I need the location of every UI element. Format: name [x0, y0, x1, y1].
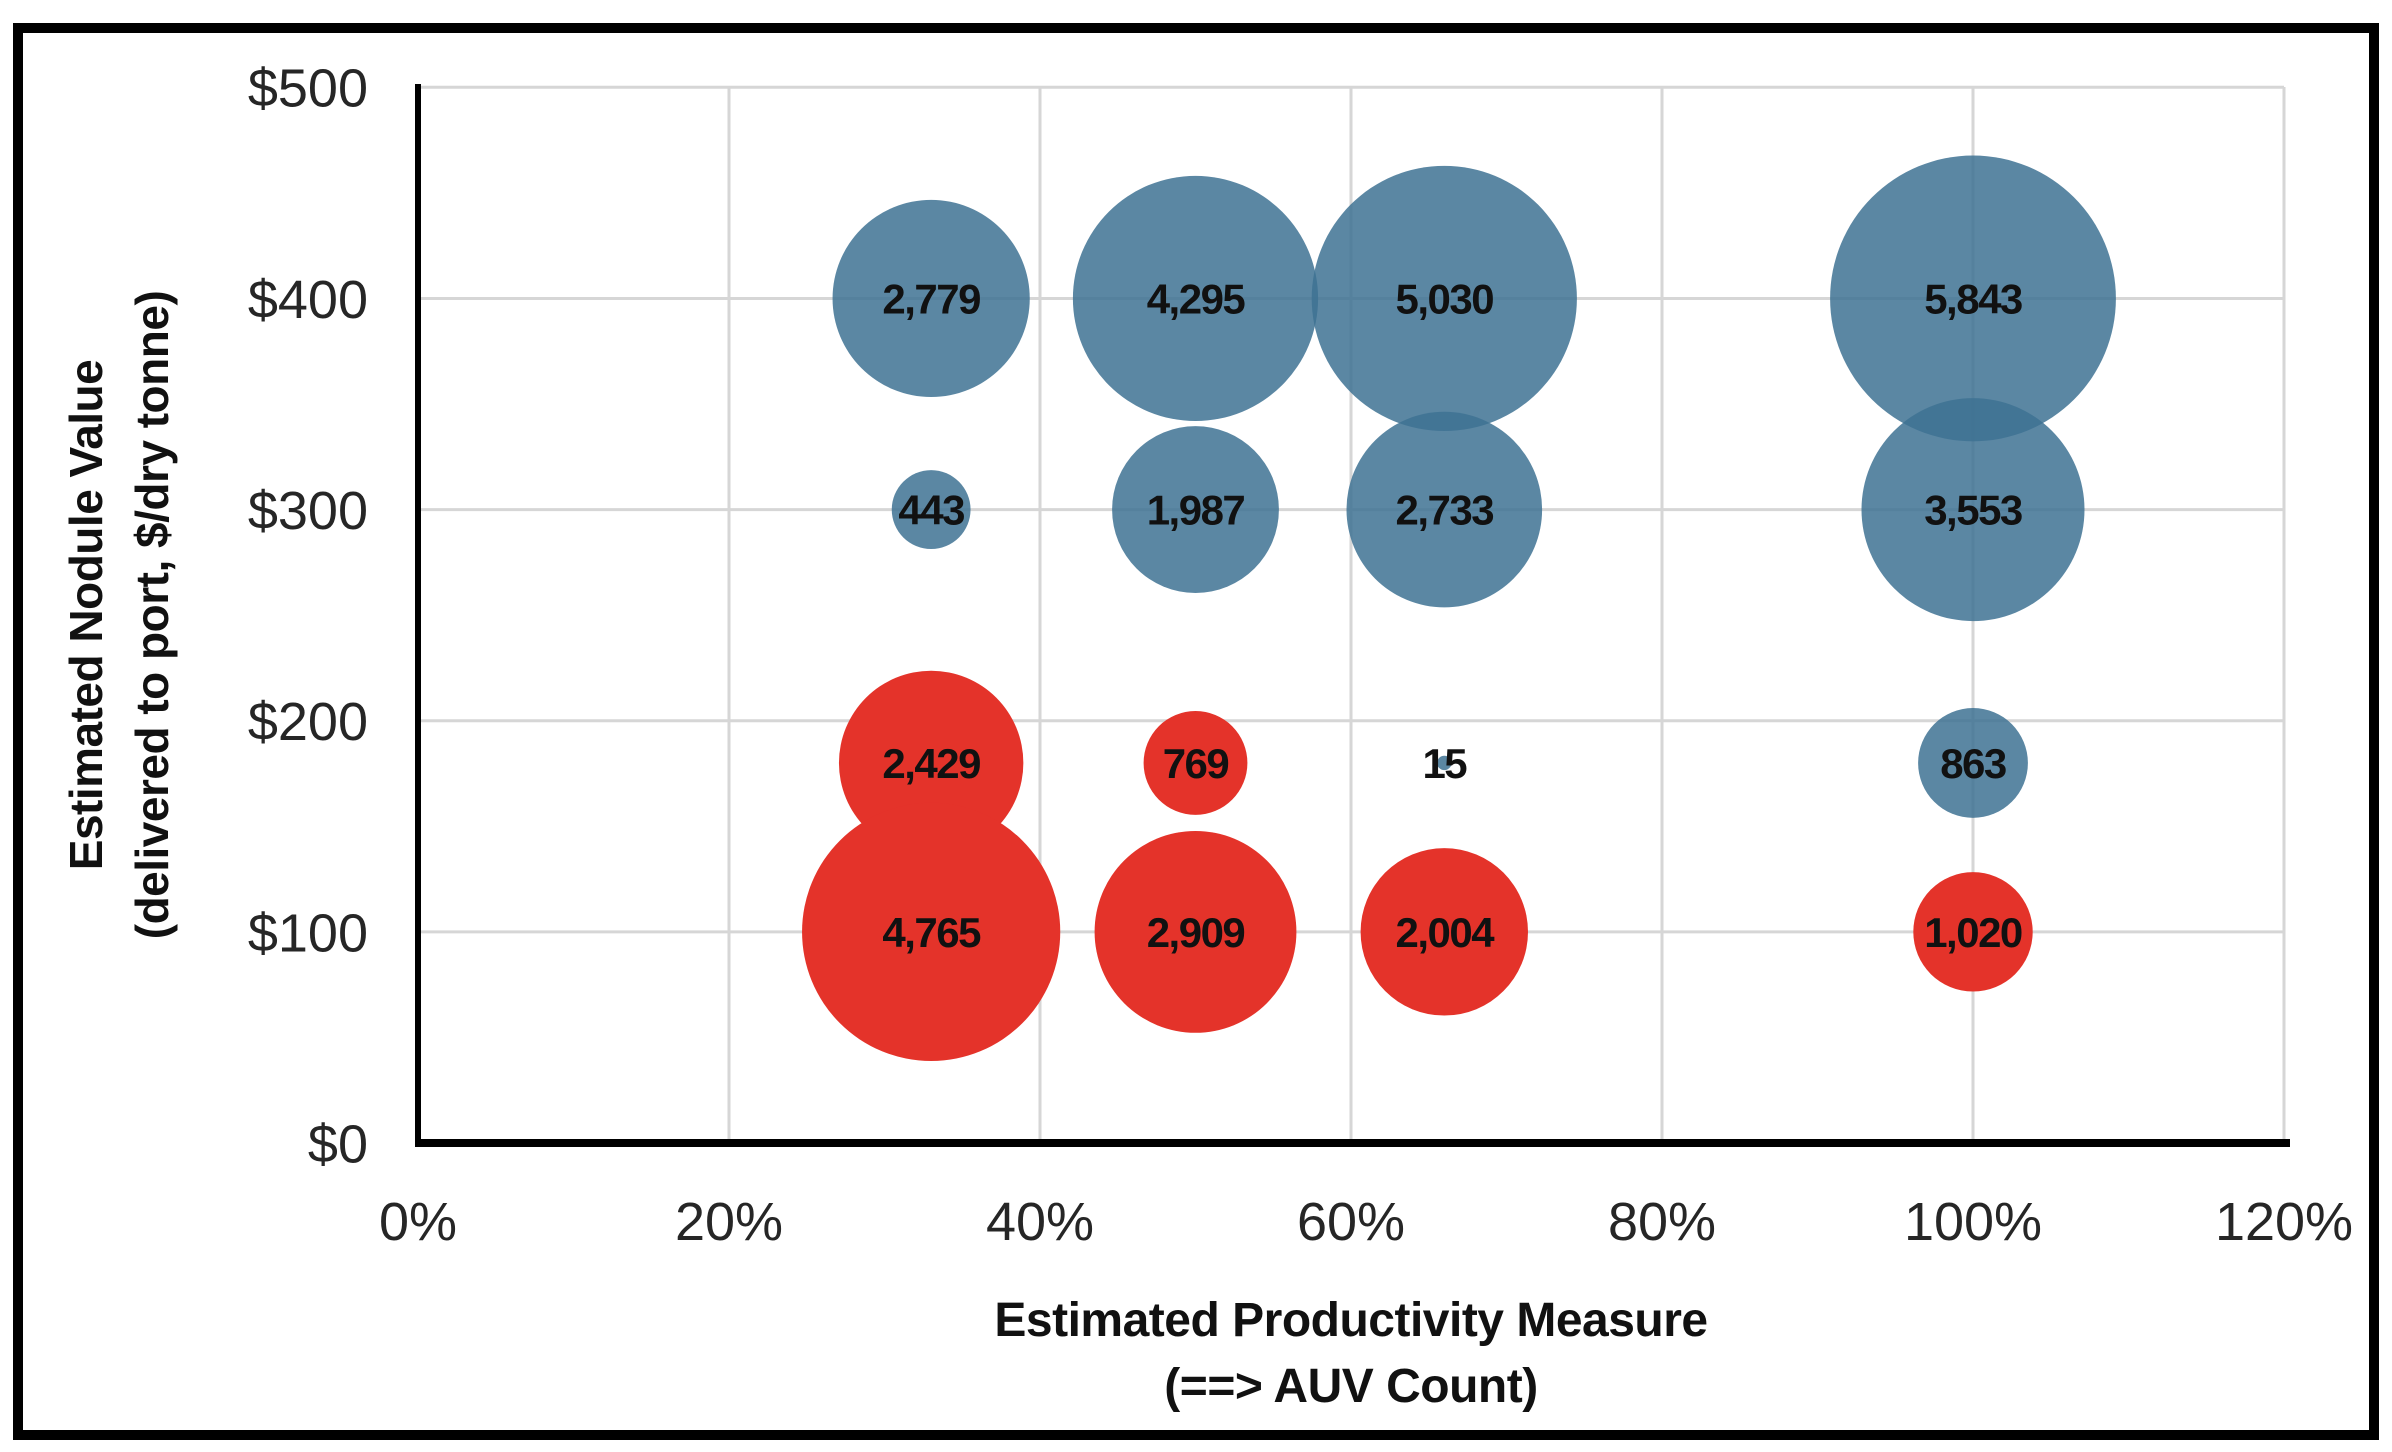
bubble-769	[1143, 711, 1248, 815]
bubble-1,020	[1913, 872, 2033, 992]
y-tick-$100: $100	[248, 903, 368, 963]
y-axis-tick-labels: $0 $100 $200 $300 $400 $500	[248, 59, 368, 1175]
y-axis-title-line2: (delivered to port, $/dry tonne)	[126, 291, 178, 940]
bubble-label-5,030: 5,030	[1395, 276, 1493, 323]
bubble-label-2,733: 2,733	[1395, 487, 1493, 534]
bubble-label-2,004: 2,004	[1395, 909, 1495, 956]
bubble-label-5,843: 5,843	[1924, 276, 2022, 323]
bubble-1,987	[1112, 426, 1279, 593]
x-tick-100%: 100%	[1904, 1192, 2042, 1252]
bubble-5,030	[1311, 165, 1577, 432]
y-tick-$0: $0	[308, 1114, 368, 1174]
bubble-label-3,553: 3,553	[1924, 487, 2022, 534]
bubble-labels: 2,779 4,295 5,030 5,843 443 1,987 2,733 3,553 15…	[882, 276, 2023, 956]
bubble-label-769: 769	[1163, 740, 1229, 787]
bubble-label-863: 863	[1940, 740, 2006, 787]
bubble-2,733	[1346, 411, 1543, 608]
bubble-863	[1918, 708, 2028, 818]
bubble-2,909	[1094, 830, 1297, 1033]
bubble-label-1,020: 1,020	[1924, 909, 2022, 956]
x-tick-80%: 80%	[1608, 1192, 1716, 1252]
bubble-label-443: 443	[898, 487, 964, 534]
bubble-label-2,909: 2,909	[1147, 909, 1245, 956]
bubble-2,779	[832, 199, 1030, 398]
x-axis-title-line1: Estimated Productivity Measure	[994, 1294, 1707, 1347]
x-axis-tick-labels: 0% 20% 40% 60% 80% 100% 120%	[379, 1192, 2353, 1252]
y-tick-$400: $400	[248, 270, 368, 330]
x-tick-20%: 20%	[675, 1192, 783, 1252]
bubble-3,553	[1861, 398, 2085, 622]
bubble-label-4,765: 4,765	[882, 909, 981, 956]
y-tick-$500: $500	[248, 59, 368, 119]
x-tick-120%: 120%	[2215, 1192, 2353, 1252]
y-tick-$300: $300	[248, 481, 368, 541]
y-tick-$200: $200	[248, 692, 368, 752]
bubbles	[802, 155, 2116, 1061]
bubble-4,295	[1072, 175, 1319, 422]
bubble-5,843	[1830, 155, 2116, 442]
bubble-label-2,429: 2,429	[882, 740, 980, 787]
x-tick-60%: 60%	[1297, 1192, 1405, 1252]
bubble-label-4,295: 4,295	[1147, 276, 1246, 323]
bubble-15	[1437, 755, 1452, 771]
bubble-label-2,779: 2,779	[882, 276, 980, 323]
bubble-label-1,987: 1,987	[1147, 487, 1245, 534]
bubble-2,429	[838, 670, 1024, 856]
bubble-4,765	[802, 802, 1061, 1061]
x-axis-title-line2: (==> AUV Count)	[1164, 1360, 1537, 1413]
bubble-443	[891, 470, 971, 549]
bubble-2,004	[1360, 848, 1529, 1016]
x-tick-40%: 40%	[986, 1192, 1094, 1252]
y-axis-title-line1: Estimated Nodule Value	[60, 360, 112, 870]
bubble-label-15: 15	[1422, 740, 1467, 787]
x-tick-0%: 0%	[379, 1192, 457, 1252]
